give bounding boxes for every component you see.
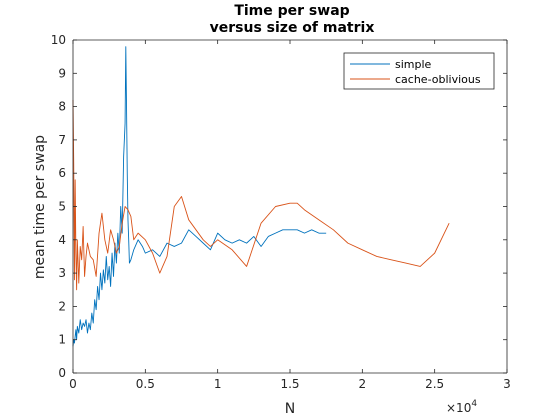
plot-area — [73, 40, 507, 373]
series-line-cache-oblivious — [72, 99, 450, 291]
x-axis-label: N — [285, 401, 295, 417]
chart-title-line-2: versus size of matrix — [210, 20, 375, 36]
x-tick-label: 1 — [214, 377, 222, 391]
y-tick-label: 2 — [58, 299, 66, 313]
x-axis-exponent: ×104 — [446, 399, 477, 415]
ticks-layer: 0 0.5 1 1.5 2 2.5 3 0 1 2 3 4 5 6 7 8 9 10 — [51, 33, 511, 391]
y-axis-label: mean time per swap — [32, 135, 48, 279]
series-line-simple — [72, 46, 327, 347]
x-tick-label: 3 — [503, 377, 511, 391]
legend-box — [343, 52, 495, 90]
x-tick-label: 2 — [359, 377, 367, 391]
y-tick-label: 9 — [58, 66, 66, 80]
chart-title-line-1: Time per swap — [234, 3, 349, 19]
y-tick-label: 0 — [58, 366, 66, 380]
x-tick-label: 0.5 — [136, 377, 155, 391]
legend-label-cache-oblivious: cache-oblivious — [395, 73, 481, 86]
x-tick-label: 0 — [69, 377, 77, 391]
y-tick-label: 3 — [58, 266, 66, 280]
legend-label-simple: simple — [395, 58, 432, 71]
x-axis-exponent-power: 4 — [471, 399, 477, 409]
y-tick-label: 10 — [51, 33, 66, 47]
series-layer — [72, 46, 450, 347]
x-tick-label: 2.5 — [425, 377, 444, 391]
y-tick-label: 8 — [58, 100, 66, 114]
y-tick-label: 1 — [58, 333, 66, 347]
legend: simple cache-oblivious — [343, 52, 495, 90]
y-tick-label: 6 — [58, 166, 66, 180]
x-tick-label: 1.5 — [280, 377, 299, 391]
y-tick-label: 7 — [58, 133, 66, 147]
x-axis-exponent-base: ×10 — [446, 401, 471, 415]
y-tick-label: 5 — [58, 200, 66, 214]
y-tick-label: 4 — [58, 233, 66, 247]
